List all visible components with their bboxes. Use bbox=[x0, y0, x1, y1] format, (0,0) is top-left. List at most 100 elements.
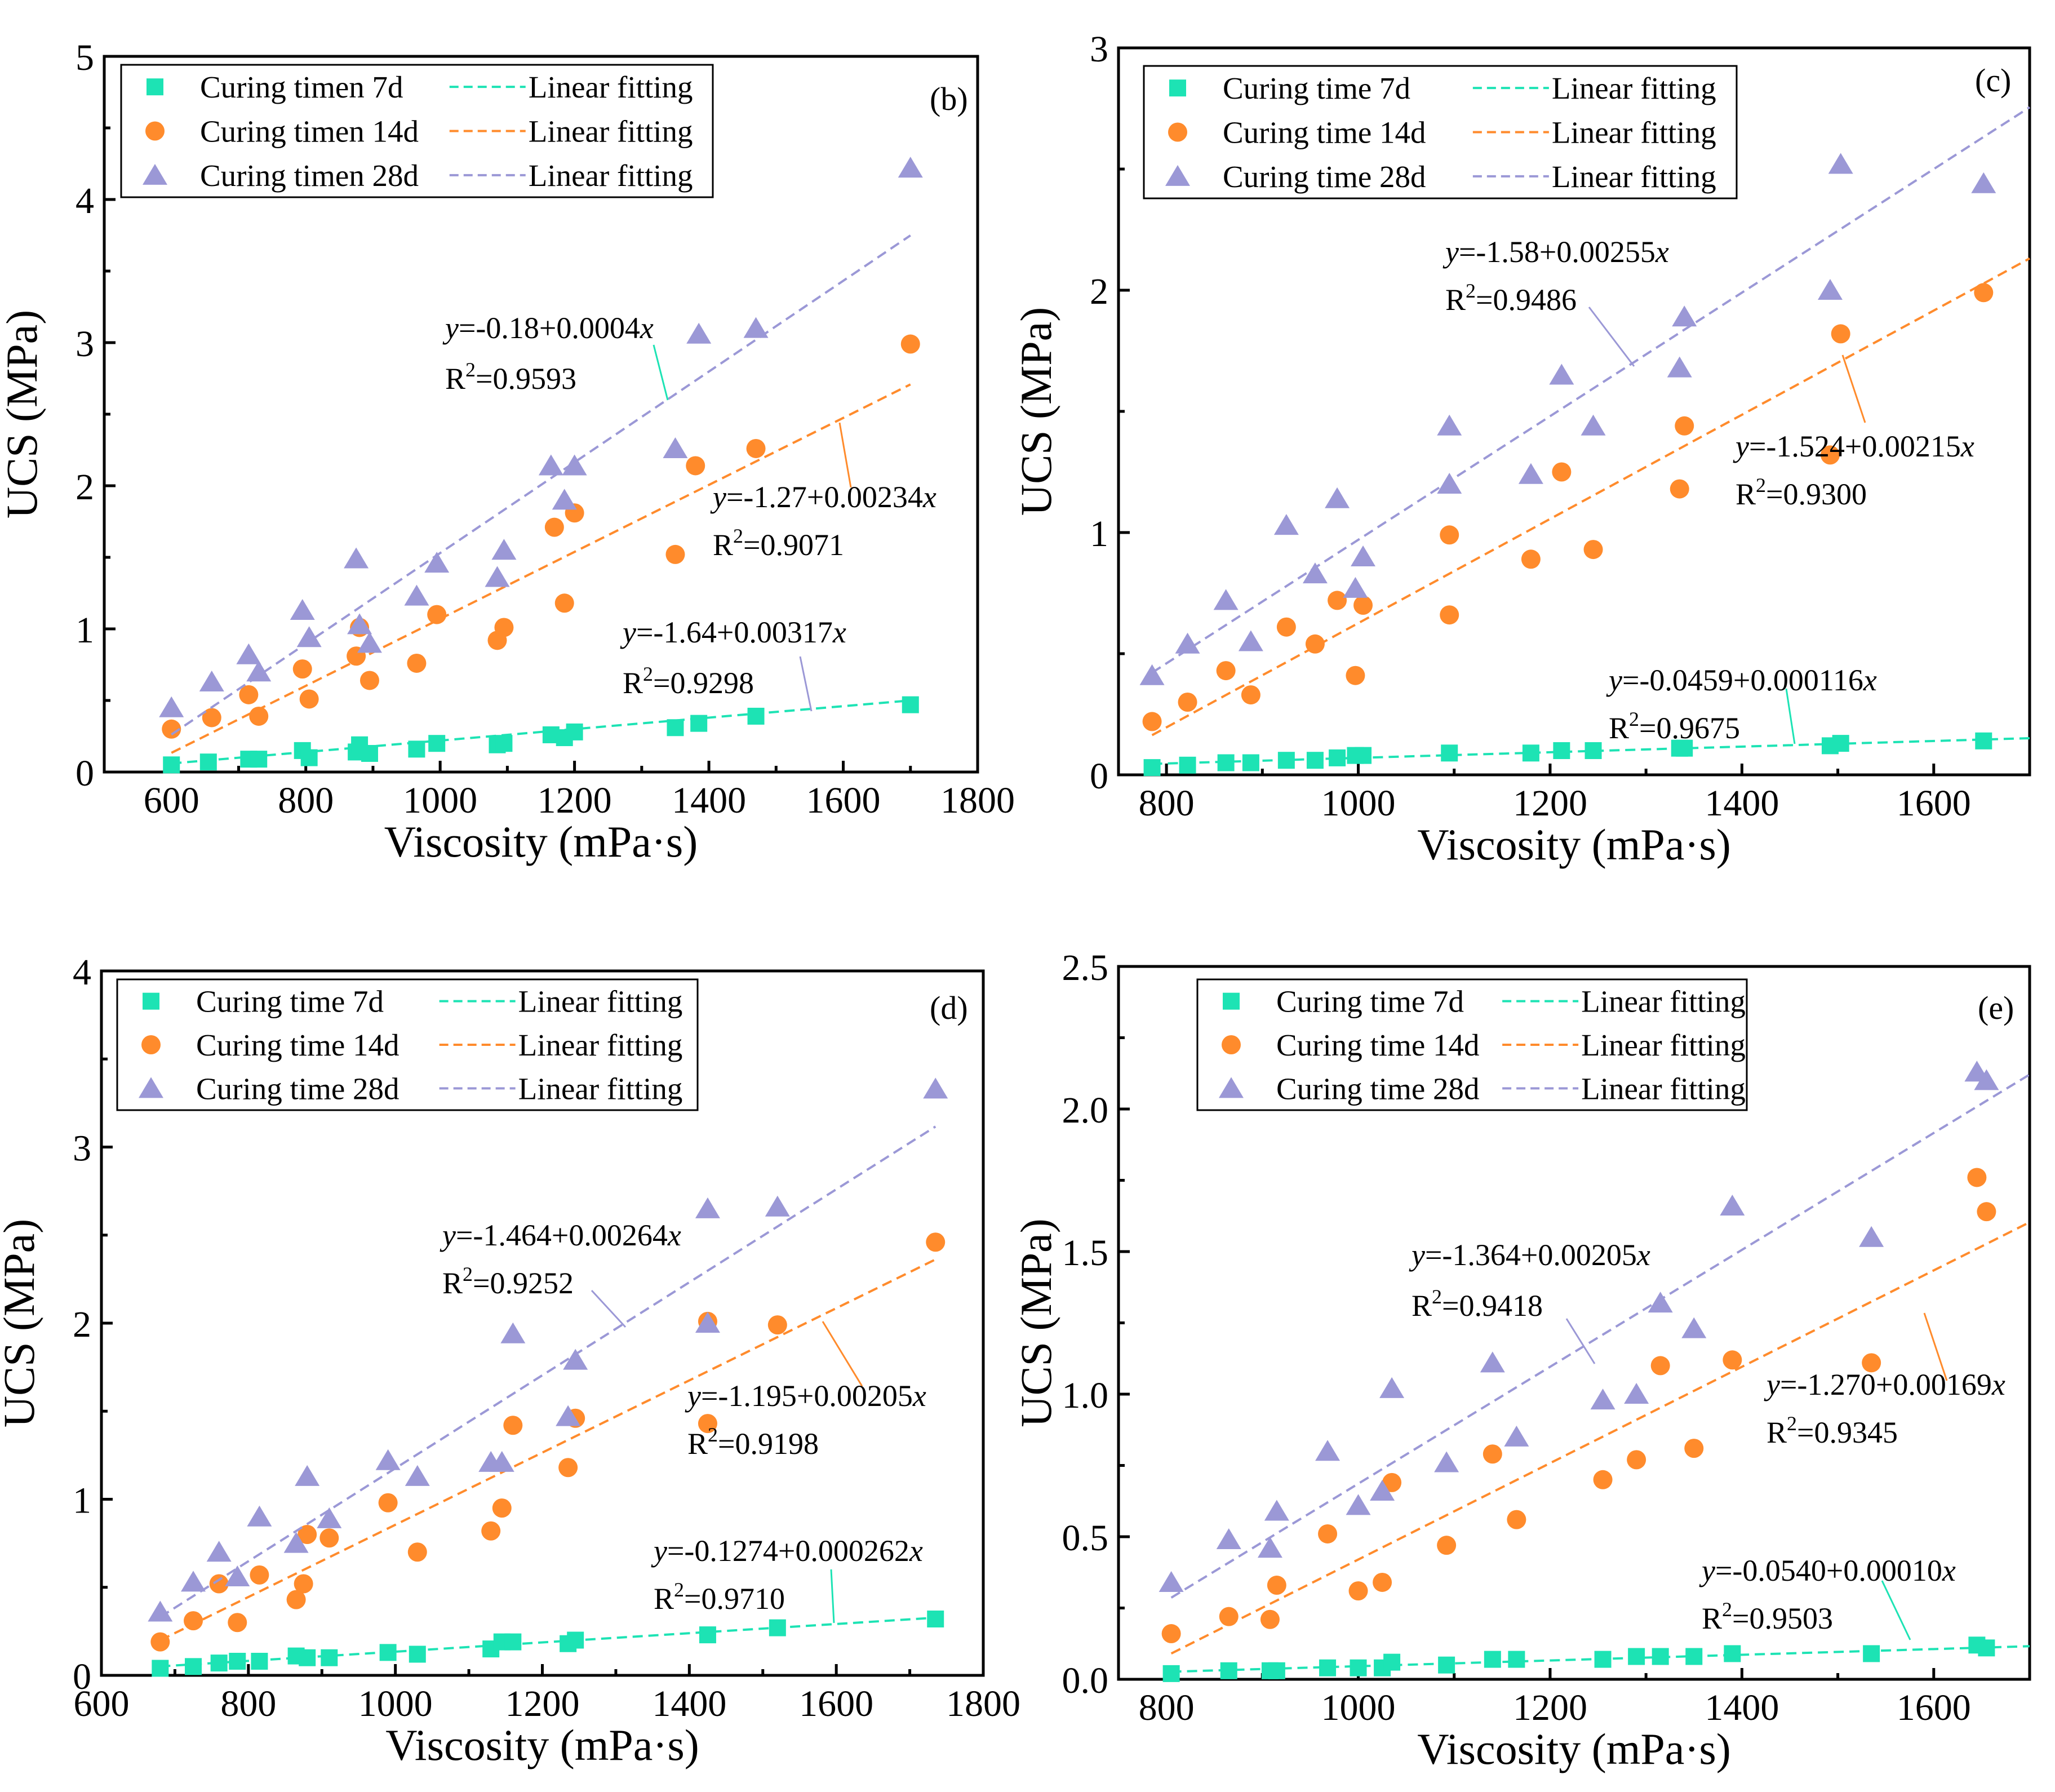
data-point bbox=[1343, 576, 1368, 598]
data-point bbox=[1590, 1389, 1615, 1410]
data-point bbox=[563, 1349, 588, 1370]
legend-marker bbox=[141, 1035, 161, 1054]
data-point bbox=[665, 544, 685, 564]
data-point bbox=[1862, 1353, 1881, 1373]
data-point bbox=[500, 1322, 526, 1343]
data-point bbox=[769, 1619, 786, 1636]
y-tick-label: 1 bbox=[1090, 513, 1108, 555]
data-point bbox=[1441, 744, 1458, 762]
data-point bbox=[344, 547, 369, 569]
data-point bbox=[1306, 752, 1324, 769]
chart-panel-e: 800 1000 1200 1400 1600 0.0 0.5 1.0 1.5 2.0 2.5 Vis… bbox=[1011, 947, 2031, 1773]
data-point bbox=[159, 696, 184, 717]
legend-frame bbox=[1143, 65, 1738, 199]
data-point bbox=[1507, 1510, 1526, 1529]
x-tick-label: 800 bbox=[220, 1683, 276, 1724]
x-tick-label: 1400 bbox=[1705, 783, 1779, 824]
data-point bbox=[407, 1542, 427, 1562]
data-point bbox=[347, 613, 372, 635]
data-point bbox=[698, 1414, 717, 1434]
legend-label: Curing time 7d bbox=[196, 984, 384, 1019]
data-point bbox=[424, 552, 450, 573]
data-point bbox=[321, 1649, 338, 1666]
x-axis-title: Viscosity (mPa·s) bbox=[1417, 820, 1730, 869]
data-point bbox=[1328, 591, 1347, 610]
data-point bbox=[1161, 1624, 1181, 1644]
legend-marker bbox=[143, 992, 159, 1010]
x-tick-label: 600 bbox=[74, 1683, 130, 1724]
data-point bbox=[1681, 1317, 1707, 1338]
legend-marker bbox=[1168, 122, 1187, 142]
data-point bbox=[1593, 1470, 1613, 1489]
data-point bbox=[1521, 549, 1541, 569]
data-point bbox=[1440, 605, 1459, 625]
x-tick-label: 1800 bbox=[940, 780, 1015, 821]
data-point bbox=[1346, 1494, 1371, 1515]
data-point bbox=[1370, 1480, 1395, 1501]
data-point bbox=[503, 1416, 523, 1435]
legend-frame bbox=[1196, 978, 1748, 1111]
y-tick-label: 2 bbox=[76, 467, 94, 508]
data-point bbox=[667, 719, 684, 737]
annotation-leader bbox=[1881, 1580, 1911, 1640]
data-point bbox=[1672, 305, 1697, 327]
y-axis-title: UCS (MPa) bbox=[0, 310, 46, 519]
x-tick-label: 800 bbox=[278, 780, 334, 821]
x-tick-label: 1000 bbox=[1321, 783, 1396, 824]
legend-fit-label: Linear fitting bbox=[1552, 71, 1716, 105]
annotation-leader bbox=[1785, 688, 1796, 744]
data-point bbox=[408, 740, 425, 758]
data-point bbox=[407, 653, 427, 673]
data-point bbox=[404, 584, 429, 606]
data-point bbox=[1817, 279, 1843, 300]
legend-fit-label: Linear fitting bbox=[518, 984, 683, 1019]
data-point bbox=[1484, 1651, 1501, 1668]
data-point bbox=[902, 696, 919, 713]
data-point bbox=[492, 1498, 512, 1518]
data-point bbox=[236, 643, 261, 664]
data-point bbox=[1242, 754, 1259, 771]
data-point bbox=[544, 517, 564, 537]
legend-label: Curing time 7d bbox=[1276, 984, 1464, 1019]
data-point bbox=[250, 751, 268, 768]
x-tick-label: 600 bbox=[144, 780, 199, 821]
y-axis-title: UCS (MPa) bbox=[1011, 1218, 1060, 1427]
data-point bbox=[1139, 664, 1165, 685]
data-point bbox=[228, 1613, 247, 1633]
data-point bbox=[504, 1633, 522, 1651]
x-axis-title: Viscosity (mPa·s) bbox=[1417, 1724, 1730, 1773]
data-point bbox=[686, 322, 712, 344]
data-point bbox=[299, 689, 319, 709]
fit-equation: y=-1.195+0.00205x bbox=[685, 1379, 926, 1413]
data-point bbox=[184, 1611, 203, 1631]
fit-equation: y=-0.1274+0.000262x bbox=[651, 1534, 923, 1568]
data-point bbox=[1217, 754, 1235, 771]
data-point bbox=[1348, 1581, 1368, 1601]
x-tick-label: 1200 bbox=[1513, 783, 1587, 824]
data-point bbox=[405, 1465, 430, 1486]
data-point bbox=[495, 735, 513, 752]
x-tick-label: 1600 bbox=[799, 1683, 873, 1724]
legend: Curing timen 7d Linear fitting Curing time… bbox=[120, 64, 714, 198]
legend-marker bbox=[1222, 1035, 1241, 1054]
data-point bbox=[283, 1532, 309, 1553]
data-point bbox=[1863, 1645, 1880, 1662]
data-point bbox=[1350, 1659, 1367, 1676]
data-point bbox=[1142, 712, 1162, 731]
legend-fit-label: Linear fitting bbox=[518, 1071, 683, 1106]
data-point bbox=[1723, 1350, 1742, 1370]
data-point bbox=[1319, 1659, 1337, 1676]
data-point bbox=[554, 593, 574, 613]
data-point bbox=[359, 671, 379, 690]
fit-line bbox=[1151, 257, 2030, 737]
data-point bbox=[1264, 1500, 1289, 1521]
y-tick-label: 1 bbox=[73, 1480, 91, 1522]
legend-label: Curing time 14d bbox=[1223, 116, 1426, 150]
legend-label: Curing timen 7d bbox=[200, 70, 403, 104]
fit-equation: y=-1.270+0.00169x bbox=[1764, 1368, 2005, 1401]
data-point bbox=[494, 618, 514, 637]
data-point bbox=[489, 1451, 514, 1472]
data-point bbox=[1162, 1665, 1180, 1682]
fit-r2: R2=0.9300 bbox=[1736, 474, 1867, 511]
